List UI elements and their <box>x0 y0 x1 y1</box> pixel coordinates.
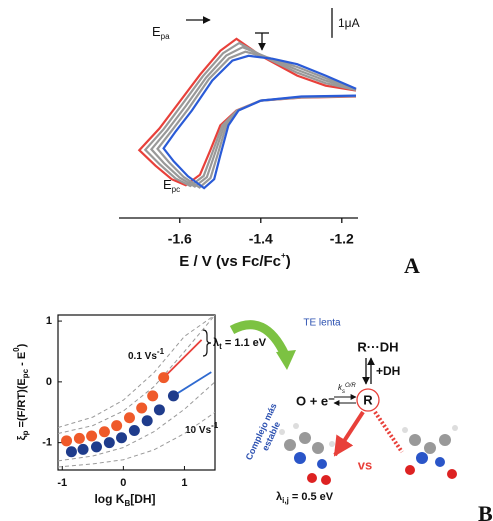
scale-bar-label: 1μA <box>338 16 360 30</box>
epa-sub: pa <box>161 32 170 41</box>
data-point <box>86 430 97 441</box>
data-point <box>78 444 89 455</box>
data-point <box>116 432 127 443</box>
x-tick-label: 0 <box>120 477 126 489</box>
model-curve <box>58 315 215 428</box>
b-y-title: ξp =(F/RT)(Epc - E0) <box>12 343 30 440</box>
epc-sub: pc <box>172 185 180 194</box>
data-point <box>104 437 115 448</box>
slow-rate-label: 0.1 Vs-1 <box>128 347 165 362</box>
x-tick-label: -1.4 <box>249 231 273 247</box>
slow-sup: -1 <box>157 347 165 356</box>
r-dh: R···DH <box>357 339 398 354</box>
ks-label: ksO/R <box>338 383 356 395</box>
data-point <box>129 425 140 436</box>
panel-b-label: B <box>478 501 493 521</box>
lambda-ij: λi,j = 0.5 eV <box>276 491 334 505</box>
cv-curve <box>158 52 357 188</box>
x-tick-label: -1.2 <box>330 231 354 247</box>
epa-label: Epa <box>152 24 170 41</box>
data-point <box>158 372 169 383</box>
figure: Epa Epc 1μA E / V (vs Fc/Fc+) A 0.1 Vs-1… <box>0 0 493 521</box>
r-label: R <box>363 392 373 407</box>
data-point <box>142 415 153 426</box>
slow-main: 0.1 Vs <box>128 351 157 362</box>
fit-line <box>164 340 202 378</box>
y-tick-label: -1 <box>42 437 52 449</box>
green-arrow-head <box>276 350 296 370</box>
by-6: ) <box>16 343 28 347</box>
fast-main: 10 Vs <box>185 425 212 436</box>
hollow-arrow <box>375 412 402 452</box>
x-title-end: ) <box>286 253 291 270</box>
data-point <box>99 426 110 437</box>
b-x-title: log KB[DH] <box>94 492 155 508</box>
bx-end: [DH] <box>130 492 155 506</box>
data-point <box>74 433 85 444</box>
data-point <box>136 403 147 414</box>
x-tick-label: 1 <box>181 477 187 489</box>
x-axis-title: E / V (vs Fc/Fc+) <box>179 251 290 270</box>
o-plus-e: O + e⁻ <box>296 393 335 408</box>
data-point <box>124 412 135 423</box>
data-point <box>168 390 179 401</box>
model-curve <box>58 315 215 434</box>
lambda-t-label: λt = 1.1 eV <box>213 337 267 351</box>
x-tick-label: -1.6 <box>168 231 192 247</box>
data-point <box>111 420 122 431</box>
data-point <box>154 404 165 415</box>
molecule-right <box>402 425 458 479</box>
cv-curve <box>164 56 356 188</box>
data-point <box>147 390 158 401</box>
x-tick-label: -1 <box>57 477 67 489</box>
molecule-left <box>279 423 335 485</box>
vs-label: vs <box>358 457 372 472</box>
lij-end: = 0.5 eV <box>289 491 334 503</box>
data-point <box>61 435 72 446</box>
lij-sub: i,j <box>282 496 289 505</box>
bx-main: log K <box>94 492 124 506</box>
cv-curve <box>139 39 356 185</box>
plus-dh: +DH <box>376 364 400 378</box>
x-title-main: E / V (vs Fc/Fc <box>179 253 281 270</box>
y-tick-label: 0 <box>46 376 52 388</box>
panel-label: A <box>404 253 420 278</box>
lambda-end: = 1.1 eV <box>222 337 267 349</box>
fit-line <box>174 372 212 396</box>
data-point <box>91 441 102 452</box>
epa-main: E <box>152 24 161 39</box>
te-lenta: TE lenta <box>303 318 341 329</box>
by-2: =(F/RT)(E <box>16 378 28 430</box>
plot-area <box>58 315 215 467</box>
y-tick-label: 1 <box>46 315 52 327</box>
by-4: - E <box>16 352 28 369</box>
data-point <box>66 446 77 457</box>
fast-rate-label: 10 Vs-1 <box>185 421 219 436</box>
ks-sub: s <box>342 389 345 395</box>
lambda-brace <box>203 330 211 356</box>
ks-sup: O/R <box>345 383 356 389</box>
red-arrow <box>335 412 363 455</box>
page: Epa Epc 1μA E / V (vs Fc/Fc+) A 0.1 Vs-1… <box>0 0 493 521</box>
